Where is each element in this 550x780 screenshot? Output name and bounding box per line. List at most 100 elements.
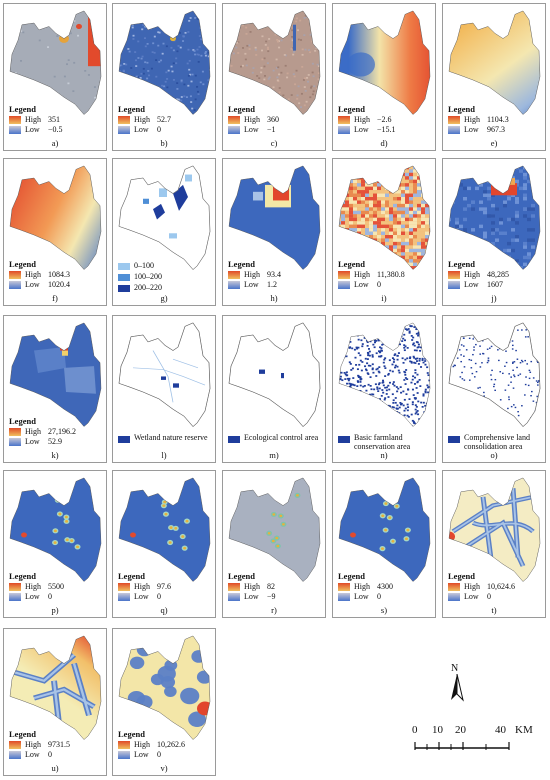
legend-swatch: [118, 263, 130, 270]
legend-low-label: Low: [244, 280, 259, 289]
map-panel-m: Ecological control area m): [222, 315, 326, 463]
panel-caption: j): [491, 293, 497, 303]
legend-title: Legend: [228, 259, 255, 269]
legend-low-value: 0: [377, 280, 381, 289]
legend-high-swatch: [118, 583, 130, 591]
map-v: [118, 635, 211, 740]
panel-caption: l): [161, 450, 167, 460]
legend-title: Legend: [228, 104, 255, 114]
legend-low-swatch: [9, 751, 21, 759]
legend-low-value: −0.5: [48, 125, 63, 134]
legend-low-swatch: [9, 438, 21, 446]
legend-low-swatch: [118, 126, 130, 134]
legend-high-value: 27,196.2: [48, 427, 76, 436]
map-h: [228, 165, 321, 270]
legend-low-value: −15.1: [377, 125, 396, 134]
legend-low-label: Low: [25, 280, 40, 289]
map-a: [9, 10, 102, 115]
legend-high-swatch: [9, 583, 21, 591]
legend-category-label: 0–100: [134, 261, 154, 270]
legend-low-label: Low: [25, 750, 40, 759]
legend-low-swatch: [338, 593, 350, 601]
legend-category-label: Comprehensive land consolidation area: [464, 433, 530, 451]
map-u: [9, 635, 102, 740]
legend-high-label: High: [464, 270, 480, 279]
legend-high-value: 97.6: [157, 582, 171, 591]
legend-high-label: High: [25, 740, 41, 749]
legend-title: Legend: [338, 571, 365, 581]
legend-high-value: 10,262.6: [157, 740, 185, 749]
legend-low-swatch: [118, 751, 130, 759]
legend-low-swatch: [448, 126, 460, 134]
legend-low-label: Low: [464, 280, 479, 289]
map-panel-s: Legend High Low 4300 0 s): [332, 470, 436, 618]
north-arrow-icon: [451, 674, 464, 702]
legend-high-value: 1084.3: [48, 270, 70, 279]
legend-high-swatch: [338, 271, 350, 279]
legend-low-label: Low: [25, 125, 40, 134]
legend-low-value: 0: [48, 592, 52, 601]
legend-high-label: High: [464, 582, 480, 591]
legend-high-label: High: [134, 115, 150, 124]
legend-high-value: 351: [48, 115, 60, 124]
legend-high-swatch: [9, 741, 21, 749]
legend-title: Legend: [118, 571, 145, 581]
legend-low-label: Low: [244, 592, 259, 601]
legend-high-label: High: [25, 115, 41, 124]
map-i: [338, 165, 431, 270]
legend-low-swatch: [338, 126, 350, 134]
panel-caption: i): [381, 293, 387, 303]
legend-high-swatch: [448, 583, 460, 591]
legend-title: Legend: [9, 729, 36, 739]
scale-bar: 0 10 20 40 KM: [410, 718, 550, 762]
legend-high-swatch: [228, 583, 240, 591]
panel-caption: f): [52, 293, 58, 303]
legend-low-swatch: [9, 126, 21, 134]
map-panel-c: Legend High Low 360 −1 c): [222, 3, 326, 151]
legend-low-label: Low: [134, 592, 149, 601]
map-panel-q: Legend High Low 97.6 0 q): [112, 470, 216, 618]
legend-swatch: [118, 285, 130, 292]
legend-high-swatch: [228, 271, 240, 279]
legend-category-label: Wetland nature reserve: [134, 433, 208, 442]
legend-low-value: 967.3: [487, 125, 505, 134]
legend-low-swatch: [448, 281, 460, 289]
legend-low-value: 0: [157, 125, 161, 134]
legend-high-value: 360: [267, 115, 279, 124]
map-b: [118, 10, 211, 115]
north-arrow: N: [445, 663, 469, 703]
panel-caption: o): [490, 450, 498, 460]
map-t: [448, 477, 541, 582]
legend-high-label: High: [354, 270, 370, 279]
scale-bar-graphic: [414, 742, 510, 750]
legend-low-label: Low: [244, 125, 259, 134]
scale-tick-20: 20: [455, 724, 466, 736]
map-k: [9, 322, 102, 427]
legend-high-swatch: [118, 741, 130, 749]
legend-low-label: Low: [464, 125, 479, 134]
legend-high-swatch: [118, 116, 130, 124]
legend-low-value: 52.9: [48, 437, 62, 446]
legend-high-swatch: [9, 428, 21, 436]
map-s: [338, 477, 431, 582]
panel-caption: a): [51, 138, 59, 148]
legend-category-label: 200–220: [134, 283, 162, 292]
legend-swatch: [118, 274, 130, 281]
map-panel-d: Legend High Low −2.6 −15.1 d): [332, 3, 436, 151]
map-e: [448, 10, 541, 115]
panel-caption: s): [380, 605, 388, 615]
map-panel-f: Legend High Low 1084.3 1020.4 f): [3, 158, 107, 306]
legend-title: Legend: [338, 259, 365, 269]
legend-title: Legend: [448, 571, 475, 581]
legend-title: Legend: [448, 259, 475, 269]
panel-caption: t): [491, 605, 497, 615]
map-panel-b: Legend High Low 52.7 0 b): [112, 3, 216, 151]
legend-low-label: Low: [134, 125, 149, 134]
panel-caption: b): [160, 138, 168, 148]
legend-title: Legend: [9, 104, 36, 114]
legend-high-swatch: [448, 116, 460, 124]
map-f: [9, 165, 102, 270]
legend-swatch: [338, 436, 350, 443]
legend-high-label: High: [244, 582, 260, 591]
legend-high-value: 11,380.8: [377, 270, 405, 279]
